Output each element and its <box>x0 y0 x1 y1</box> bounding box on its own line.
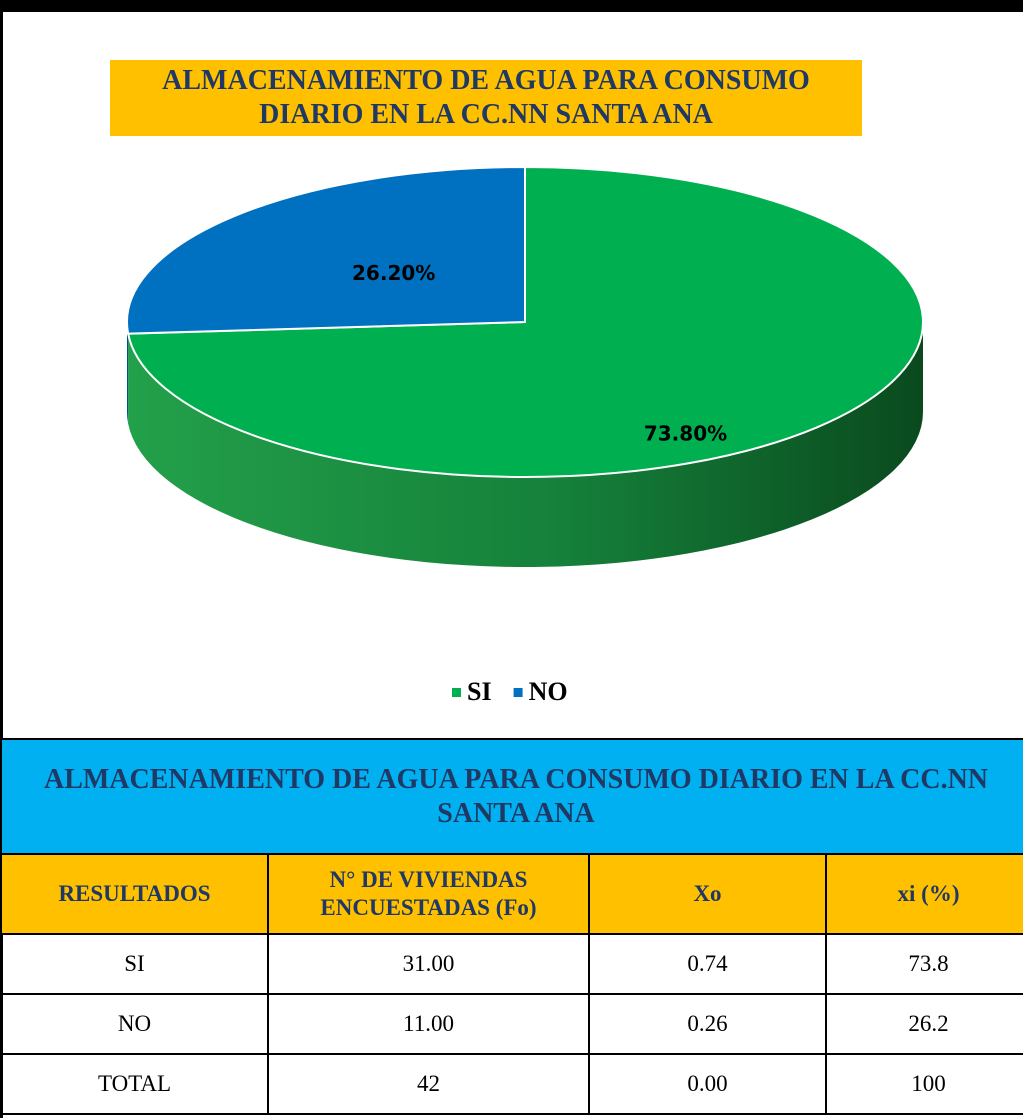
header-cell: N° DE VIVIENDAS ENCUESTADAS (Fo) <box>267 853 590 935</box>
table-cell: 0.26 <box>588 993 827 1055</box>
slice-side <box>128 322 924 567</box>
legend-label: SI <box>467 677 492 706</box>
legend-swatch <box>452 688 461 697</box>
chart-title: ALMACENAMIENTO DE AGUA PARA CONSUMO DIAR… <box>110 60 862 136</box>
table-cell: TOTAL <box>0 1053 269 1115</box>
header-row: RESULTADOS N° DE VIVIENDAS ENCUESTADAS (F… <box>0 853 1023 935</box>
table-cell: 100 <box>825 1053 1023 1115</box>
table-cell: NO <box>0 993 269 1055</box>
legend-swatch <box>513 688 523 697</box>
header-cell: RESULTADOS <box>0 853 269 935</box>
chart: 73.80% 26.20% SI NO <box>126 165 924 706</box>
table-cell: 0.00 <box>588 1053 827 1115</box>
data-label: 73.80% <box>644 421 727 445</box>
table-cell: 42 <box>267 1053 590 1115</box>
data-label: 26.20% <box>352 261 435 285</box>
legend-label: NO <box>529 677 568 706</box>
table-cell: 11.00 <box>267 993 590 1055</box>
table-cell: 31.00 <box>267 933 590 995</box>
table-cell: 26.2 <box>825 993 1023 1055</box>
header-cell: Xo <box>588 853 827 935</box>
table-cell: 73.8 <box>825 933 1023 995</box>
data-table: ALMACENAMIENTO DE AGUA PARA CONSUMO DIAR… <box>0 738 1023 1115</box>
table-row: SI 31.00 0.74 73.8 <box>0 933 1023 995</box>
slice-side <box>127 322 129 424</box>
table-cell: SI <box>0 933 269 995</box>
table-cell: 0.74 <box>588 933 827 995</box>
slice <box>126 165 526 335</box>
table-row: NO 11.00 0.26 26.2 <box>0 993 1023 1055</box>
table-title: ALMACENAMIENTO DE AGUA PARA CONSUMO DIAR… <box>0 738 1023 855</box>
table-row: TOTAL 42 0.00 100 <box>0 1053 1023 1115</box>
header-cell: xi (%) <box>825 853 1023 935</box>
